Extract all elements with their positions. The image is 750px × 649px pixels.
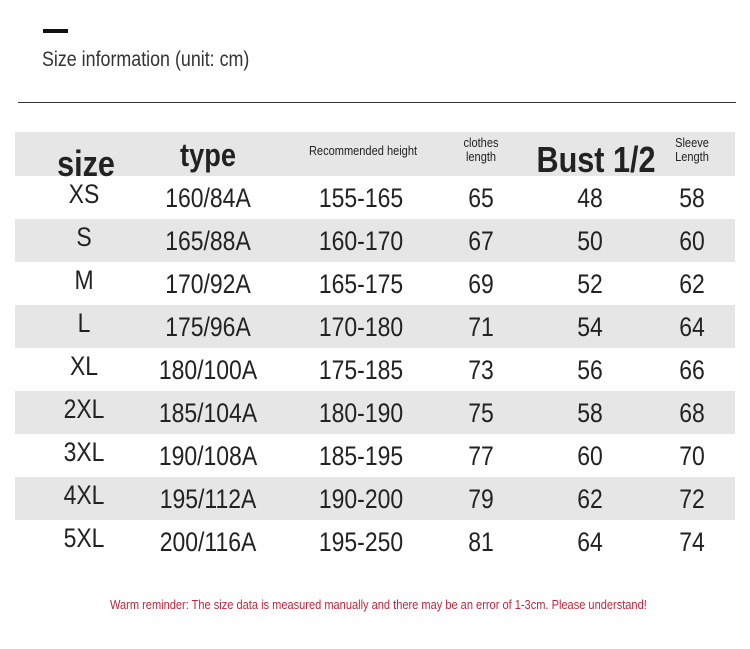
cell-type: 170/92A — [165, 269, 251, 299]
cell-bust: 56 — [577, 355, 603, 385]
divider — [18, 102, 736, 103]
table-row: L 175/96A 170-180 71 54 64 — [15, 305, 735, 348]
cell-sleeve: 60 — [679, 226, 705, 256]
cell-height: 185-195 — [318, 441, 404, 471]
header-clothes-length: clothes length — [463, 135, 499, 165]
size-table: size type Recommended height clothes leng… — [15, 132, 735, 563]
cell-bust: 58 — [577, 398, 603, 428]
cell-size: XL — [69, 351, 99, 381]
cell-length: 81 — [468, 527, 494, 557]
cell-height: 195-250 — [318, 527, 404, 557]
cell-bust: 64 — [577, 527, 603, 557]
cell-size: M — [74, 265, 94, 295]
table-row: XS 160/84A 155-165 65 48 58 — [15, 176, 735, 219]
cell-type: 160/84A — [165, 183, 251, 213]
cell-size: 2XL — [63, 394, 105, 424]
cell-sleeve: 66 — [679, 355, 705, 385]
header-line: clothes — [463, 135, 499, 150]
table-row: 5XL 200/116A 195-250 81 64 74 — [15, 520, 735, 563]
table-row: 4XL 195/112A 190-200 79 62 72 — [15, 477, 735, 520]
header-line: Sleeve — [675, 135, 709, 150]
cell-sleeve: 72 — [679, 484, 705, 514]
header-size: size — [57, 143, 115, 184]
header-type: type — [180, 137, 236, 173]
cell-type: 165/88A — [165, 226, 251, 256]
cell-length: 77 — [468, 441, 494, 471]
cell-length: 67 — [468, 226, 494, 256]
cell-bust: 60 — [577, 441, 603, 471]
cell-type: 180/100A — [158, 355, 258, 385]
table-row: XL 180/100A 175-185 73 56 66 — [15, 348, 735, 391]
cell-length: 71 — [468, 312, 494, 342]
cell-height: 180-190 — [318, 398, 404, 428]
header-sleeve-length: Sleeve Length — [675, 135, 709, 165]
cell-length: 65 — [468, 183, 494, 213]
warm-reminder: Warm reminder: The size data is measured… — [110, 597, 647, 612]
table-row: M 170/92A 165-175 69 52 62 — [15, 262, 735, 305]
cell-height: 165-175 — [318, 269, 404, 299]
table-header: size type Recommended height clothes leng… — [15, 132, 735, 183]
cell-sleeve: 70 — [679, 441, 705, 471]
cell-size: S — [76, 222, 92, 252]
cell-type: 200/116A — [159, 527, 257, 557]
cell-length: 69 — [468, 269, 494, 299]
cell-sleeve: 58 — [679, 183, 705, 213]
cell-height: 190-200 — [318, 484, 404, 514]
cell-size: XS — [68, 179, 100, 209]
cell-size: 5XL — [63, 523, 105, 553]
cell-bust: 50 — [577, 226, 603, 256]
cell-length: 73 — [468, 355, 494, 385]
cell-type: 185/104A — [158, 398, 258, 428]
cell-length: 75 — [468, 398, 494, 428]
cell-type: 175/96A — [165, 312, 251, 342]
header-line: length — [465, 149, 497, 165]
title-bar-decoration — [43, 29, 68, 33]
cell-height: 155-165 — [318, 183, 404, 213]
cell-bust: 48 — [577, 183, 603, 213]
table-row: 2XL 185/104A 180-190 75 58 68 — [15, 391, 735, 434]
cell-type: 195/112A — [159, 484, 257, 514]
page-title: Size information (unit: cm) — [42, 48, 250, 71]
header-bust: Bust 1/2 — [536, 139, 656, 180]
cell-sleeve: 68 — [679, 398, 705, 428]
cell-bust: 54 — [577, 312, 603, 342]
header-recommended-height: Recommended height — [308, 143, 418, 158]
header-line: Length — [675, 149, 709, 165]
cell-length: 79 — [468, 484, 494, 514]
cell-sleeve: 74 — [679, 527, 705, 557]
cell-type: 190/108A — [158, 441, 258, 471]
cell-sleeve: 64 — [679, 312, 705, 342]
cell-bust: 62 — [577, 484, 603, 514]
cell-sleeve: 62 — [679, 269, 705, 299]
cell-height: 170-180 — [318, 312, 404, 342]
cell-bust: 52 — [577, 269, 603, 299]
table-row: S 165/88A 160-170 67 50 60 — [15, 219, 735, 262]
table-row: 3XL 190/108A 185-195 77 60 70 — [15, 434, 735, 477]
cell-size: L — [77, 308, 91, 338]
cell-size: 4XL — [63, 480, 105, 510]
cell-height: 160-170 — [318, 226, 404, 256]
cell-size: 3XL — [63, 437, 105, 467]
cell-height: 175-185 — [318, 355, 404, 385]
